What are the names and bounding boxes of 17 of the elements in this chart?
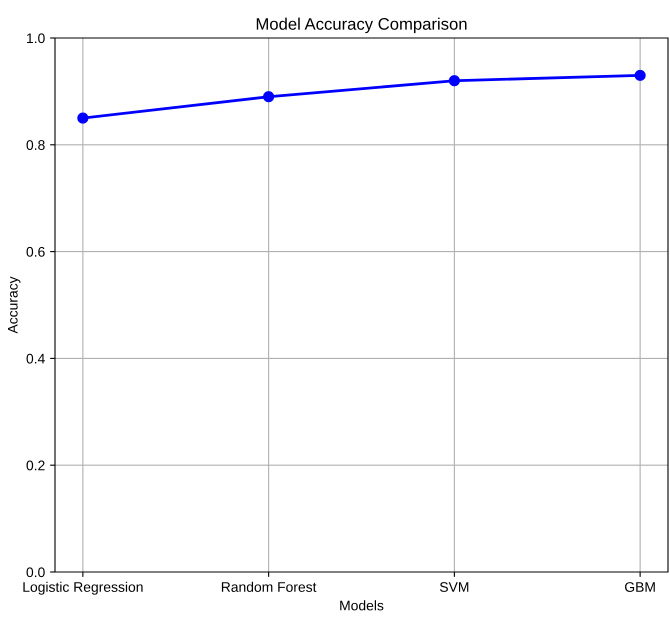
point xyxy=(263,91,274,102)
y-tick-label: 0.4 xyxy=(26,354,45,364)
y-tick-label: 0.6 xyxy=(26,246,45,257)
point xyxy=(634,70,646,81)
point xyxy=(77,112,88,124)
x-tick-label: SVM xyxy=(440,582,468,592)
x-axis-title: Models xyxy=(340,600,384,610)
x-tick-label: Logistic Regression xyxy=(23,582,143,595)
chart-title: Model Accuracy Comparison xyxy=(256,18,466,34)
y-tick-label: 0.2 xyxy=(26,460,45,470)
y-tick-label: 0.0 xyxy=(26,567,45,578)
x-tick-label: GBM xyxy=(625,582,655,592)
y-tick-label: 1.0 xyxy=(27,33,45,44)
x-tick-label: Random Forest xyxy=(222,582,316,592)
y-tick-label: 0.8 xyxy=(26,140,45,150)
point xyxy=(448,75,460,86)
y-axis-title: Accuracy xyxy=(8,276,20,334)
